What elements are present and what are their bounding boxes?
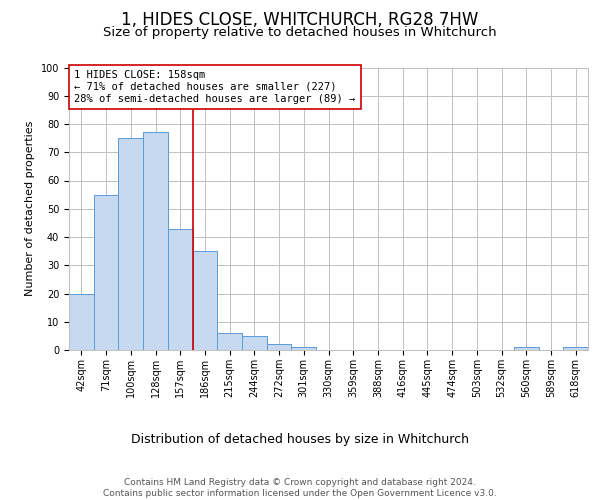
Bar [242, 336, 267, 350]
Bar [118, 138, 143, 350]
Bar [267, 344, 292, 350]
Bar [143, 132, 168, 350]
Bar [217, 333, 242, 350]
Bar [69, 294, 94, 350]
Bar [292, 347, 316, 350]
Text: 1, HIDES CLOSE, WHITCHURCH, RG28 7HW: 1, HIDES CLOSE, WHITCHURCH, RG28 7HW [121, 11, 479, 29]
Bar [514, 347, 539, 350]
Bar [94, 194, 118, 350]
Text: 1 HIDES CLOSE: 158sqm
← 71% of detached houses are smaller (227)
28% of semi-det: 1 HIDES CLOSE: 158sqm ← 71% of detached … [74, 70, 355, 104]
Bar [563, 347, 588, 350]
Text: Distribution of detached houses by size in Whitchurch: Distribution of detached houses by size … [131, 432, 469, 446]
Text: Size of property relative to detached houses in Whitchurch: Size of property relative to detached ho… [103, 26, 497, 39]
Bar [168, 228, 193, 350]
Text: Contains HM Land Registry data © Crown copyright and database right 2024.
Contai: Contains HM Land Registry data © Crown c… [103, 478, 497, 498]
Bar [193, 251, 217, 350]
Y-axis label: Number of detached properties: Number of detached properties [25, 121, 35, 296]
